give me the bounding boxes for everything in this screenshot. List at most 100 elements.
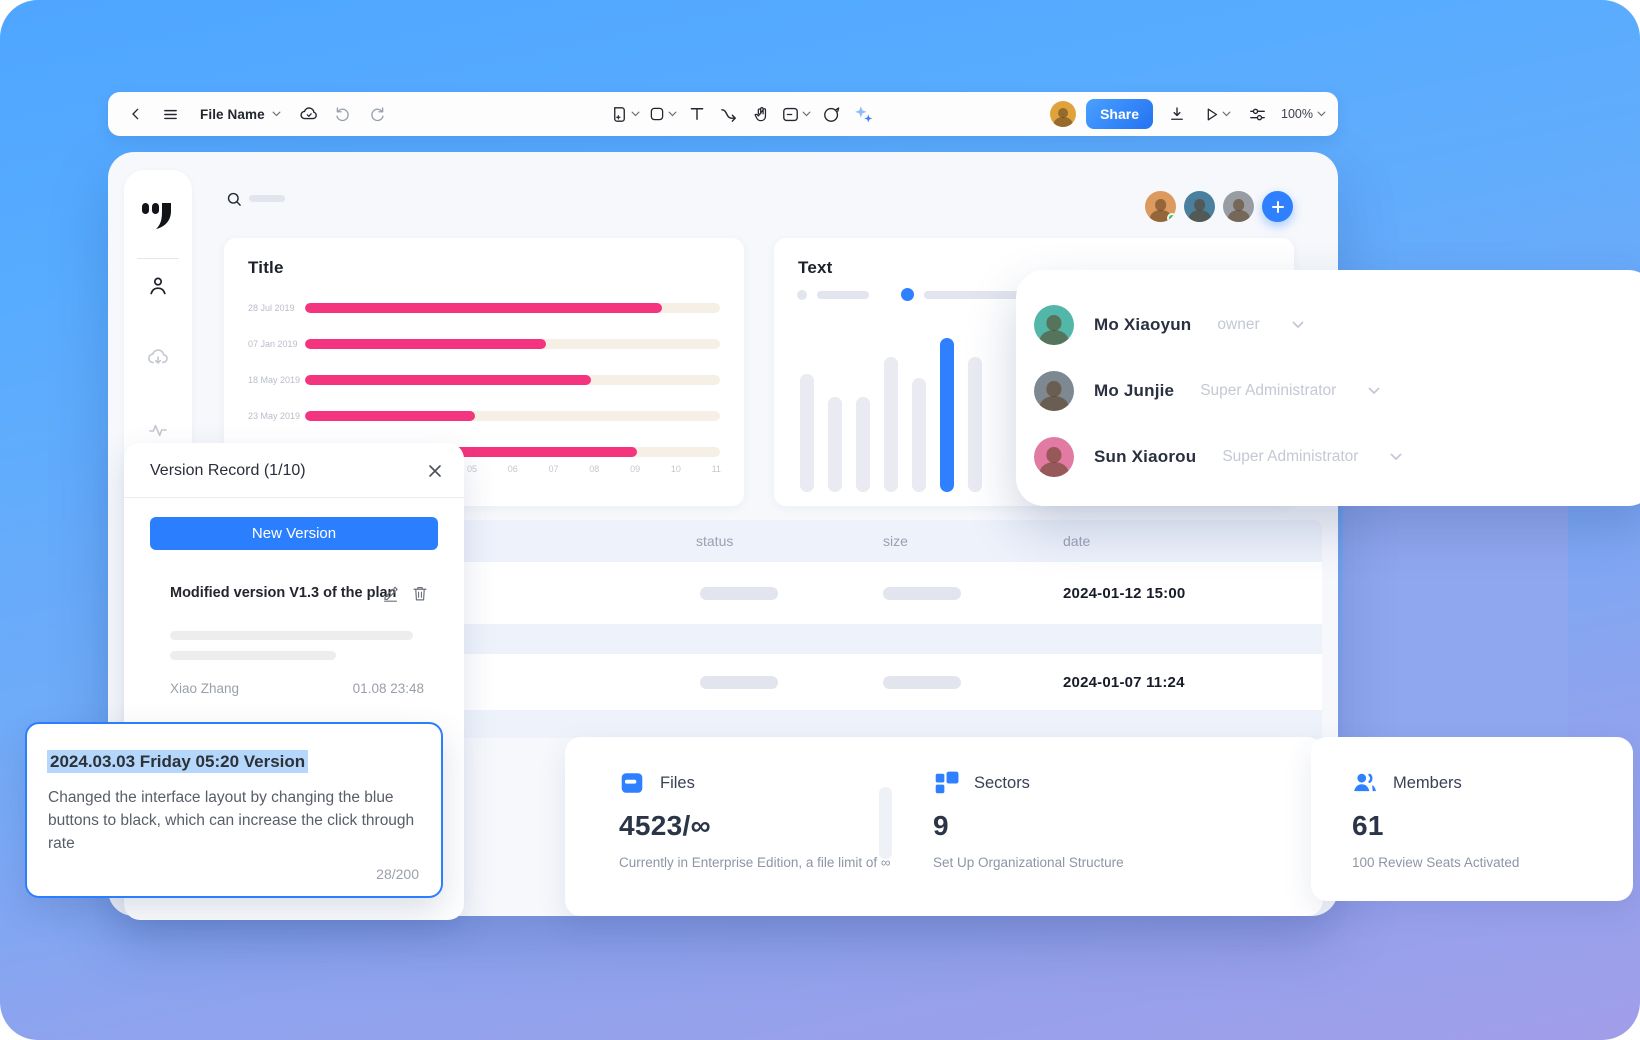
member-row[interactable]: Mo Xiaoyun owner: [1034, 292, 1640, 358]
user-avatar[interactable]: [1050, 101, 1077, 127]
close-icon[interactable]: [426, 462, 444, 485]
search-icon: [227, 192, 241, 206]
members-panel: Mo Xiaoyun owner Mo Junjie Super Adminis…: [1016, 270, 1640, 506]
chart-bar-track: [305, 303, 720, 313]
sectors-icon: [935, 771, 959, 794]
chart-row: 28 Jul 2019: [248, 290, 720, 326]
new-version-button[interactable]: New Version: [150, 517, 438, 550]
note-tool-icon: [783, 107, 798, 121]
sidebar-item-profile[interactable]: [146, 274, 170, 303]
search-placeholder-bar: [249, 195, 285, 202]
connector-tool-icon: [721, 109, 736, 122]
member-role: owner: [1217, 316, 1260, 333]
axis-tick: 06: [507, 464, 518, 474]
stat-label: Members: [1393, 773, 1462, 792]
status-placeholder: [700, 675, 778, 689]
stat-sectors: Sectors 9 Set Up Organizational Structur…: [933, 770, 1124, 870]
cloud-download-icon: [148, 349, 168, 364]
axis-tick: 11: [711, 464, 721, 474]
card-title: Title: [248, 258, 284, 277]
chevron-down-icon[interactable]: [1292, 316, 1304, 334]
avatar[interactable]: [1184, 191, 1215, 222]
stat-value: 9: [933, 810, 949, 841]
connector-tool[interactable]: [715, 99, 743, 129]
frame-tool-icon: [614, 106, 625, 122]
menu-button[interactable]: [156, 99, 184, 129]
version-note-card[interactable]: 2024.03.03 Friday 05:20 Version Changed …: [25, 722, 443, 898]
zoom-control[interactable]: 100%: [1281, 107, 1326, 121]
online-status-dot: [1167, 213, 1176, 222]
search-input[interactable]: [226, 191, 243, 213]
note-title: 2024.03.03 Friday 05:20 Version: [47, 750, 309, 773]
undo-button[interactable]: [329, 99, 357, 129]
chevron-down-icon[interactable]: [1390, 448, 1402, 466]
stat-label: Files: [660, 773, 695, 792]
avatar: [1034, 371, 1074, 411]
note-body[interactable]: Changed the interface layout by changing…: [48, 789, 415, 852]
file-name: File Name: [200, 106, 265, 122]
download-button[interactable]: [1163, 99, 1191, 129]
shape-tool[interactable]: [646, 99, 679, 129]
download-icon: [1171, 107, 1183, 120]
member-role: Super Administrator: [1200, 382, 1337, 399]
edit-icon[interactable]: [382, 585, 399, 607]
chart-bar-track: [305, 375, 720, 385]
toolbar: File Name Share 100%: [108, 92, 1338, 136]
axis-tick: 10: [670, 464, 681, 474]
chart-bar-highlighted: [940, 338, 954, 492]
text-tool[interactable]: [683, 99, 711, 129]
chevron-down-icon: [631, 111, 640, 117]
chart-bar-fill: [305, 339, 546, 349]
chevron-down-icon[interactable]: [1368, 382, 1380, 400]
chart-row-label: 18 May 2019: [248, 375, 301, 385]
title-chart-axis: 05 06 07 08 09 10 11: [467, 464, 721, 474]
stat-caption: Currently in Enterprise Edition, a file …: [619, 855, 891, 870]
comment-bubble-icon: [823, 106, 839, 122]
note-tool[interactable]: [779, 99, 813, 129]
title-chart: 28 Jul 2019 07 Jan 2019 18 May 2019 23 May …: [248, 290, 720, 470]
stat-files: Files 4523/∞ Currently in Enterprise Edi…: [619, 770, 890, 870]
chart-bar: [800, 374, 814, 492]
file-name-menu[interactable]: File Name: [198, 99, 283, 129]
delete-icon[interactable]: [412, 585, 428, 607]
comment-tool[interactable]: [817, 99, 845, 129]
present-button[interactable]: [1201, 99, 1233, 129]
back-button[interactable]: [122, 99, 150, 129]
panel-divider: [124, 497, 464, 498]
settings-button[interactable]: [1243, 99, 1271, 129]
member-row[interactable]: Mo Junjie Super Administrator: [1034, 358, 1640, 424]
chart-row: 23 May 2019: [248, 398, 720, 434]
cloud-sync-button[interactable]: [295, 99, 323, 129]
activity-icon: [149, 424, 167, 437]
frame-tool[interactable]: [608, 99, 642, 129]
chart-bar: [856, 397, 870, 492]
avatar: [1034, 437, 1074, 477]
row-date: 2024-01-07 11:24: [1063, 673, 1185, 691]
avatar[interactable]: [1223, 191, 1254, 222]
play-icon: [1207, 108, 1218, 120]
stat-members: Members 61 100 Review Seats Activated: [1352, 770, 1519, 871]
chart-bar-track: [305, 339, 720, 349]
members-icon: [1354, 773, 1376, 792]
redo-button[interactable]: [363, 99, 391, 129]
stats-card: Files 4523/∞ Currently in Enterprise Edi…: [565, 737, 1323, 916]
ai-assistant-button[interactable]: [849, 99, 877, 129]
version-item-title: Modified version V1.3 of the plan: [170, 585, 397, 601]
add-member-button[interactable]: [1262, 191, 1293, 222]
legend-dot-active: [901, 288, 914, 301]
hand-tool[interactable]: [747, 99, 775, 129]
chart-bar-fill: [305, 447, 637, 457]
legend-bar: [817, 290, 869, 299]
sidebar-item-activity[interactable]: [146, 418, 170, 447]
avatar[interactable]: [1145, 191, 1176, 222]
chart-bar-fill: [305, 375, 592, 385]
chart-row-label: 07 Jan 2019: [248, 339, 298, 349]
shape-tool-icon: [650, 107, 664, 121]
hand-tool-icon: [753, 106, 766, 121]
plus-icon: [1271, 200, 1284, 213]
member-row[interactable]: Sun Xiaorou Super Administrator: [1034, 424, 1640, 490]
member-name: Mo Xiaoyun: [1094, 315, 1192, 334]
member-role: Super Administrator: [1222, 448, 1359, 465]
sidebar-item-cloud-download[interactable]: [146, 346, 170, 375]
share-button[interactable]: Share: [1086, 99, 1154, 129]
